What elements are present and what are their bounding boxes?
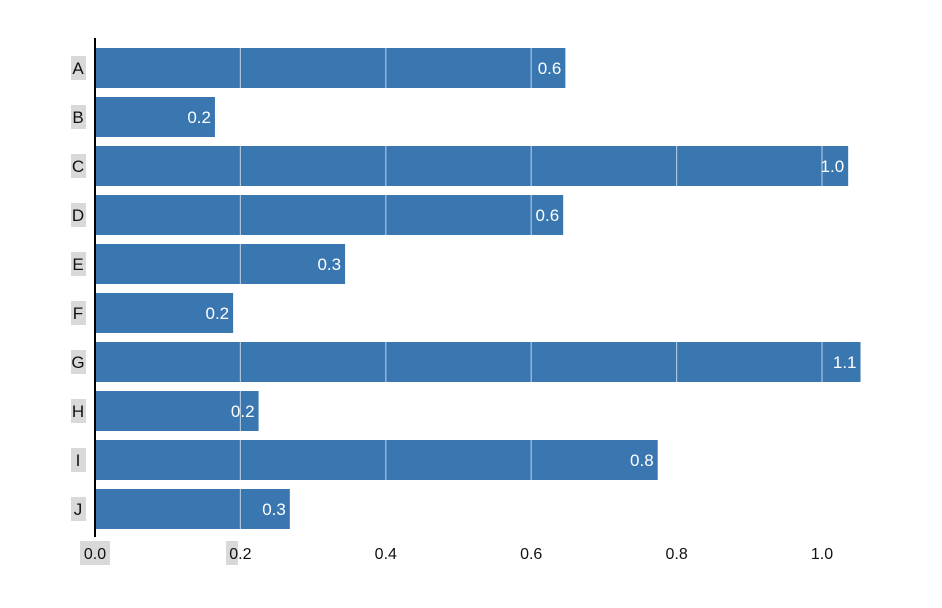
x-tick-label: 0.8	[665, 546, 687, 563]
x-tick-label: 0.0	[84, 546, 106, 563]
y-tick-label: B	[72, 108, 83, 127]
x-label-highlight	[80, 541, 110, 565]
y-tick-label: A	[72, 59, 84, 78]
y-axis-category-labels: A B C D E F G H I J	[71, 56, 86, 521]
bar-f	[95, 293, 234, 333]
x-tick-label: 0.2	[229, 546, 251, 563]
bar-value-label: 0.3	[317, 255, 341, 274]
y-label-highlight	[71, 252, 86, 276]
y-tick-label: I	[76, 451, 81, 470]
gridline-group	[239, 48, 823, 529]
y-label-highlight	[71, 497, 86, 521]
bar-value-label: 0.2	[205, 304, 229, 323]
x-tick-label: 1.0	[811, 546, 833, 563]
bar-h	[95, 391, 259, 431]
y-tick-label: D	[72, 206, 84, 225]
bars	[95, 48, 861, 529]
y-label-highlight	[71, 56, 86, 80]
x-tick-label: 0.4	[375, 546, 397, 563]
bar-d	[95, 195, 564, 235]
y-tick-label: E	[72, 255, 83, 274]
bar-a	[95, 48, 566, 88]
bar-value-label: 0.2	[231, 402, 255, 421]
y-label-highlight	[71, 301, 86, 325]
x-axis-tick-labels: 0.0 0.2 0.4 0.6 0.8 1.0	[80, 541, 833, 565]
bar-e	[95, 244, 346, 284]
bar-value-labels: 0.6 0.2 1.0 0.6 0.3 0.2 1.1 0.2 0.8 0.3	[187, 59, 856, 519]
bar-j	[95, 489, 290, 529]
y-label-highlight	[71, 448, 86, 472]
bar-value-label: 0.2	[187, 108, 211, 127]
y-tick-label: F	[73, 304, 83, 323]
y-label-highlight	[71, 203, 86, 227]
y-tick-label: H	[72, 402, 84, 421]
bar-b	[95, 97, 215, 137]
bar-c	[95, 146, 849, 186]
x-label-highlight	[226, 541, 238, 565]
bar-g	[95, 342, 861, 382]
x-tick-label: 0.6	[520, 546, 542, 563]
bar-value-label: 0.8	[630, 451, 654, 470]
bar-value-label: 1.1	[833, 353, 857, 372]
bar-value-label: 0.6	[536, 206, 560, 225]
bar-i	[95, 440, 658, 480]
y-label-highlight	[71, 350, 86, 374]
bar-value-label: 0.6	[538, 59, 562, 78]
y-label-highlight	[71, 154, 86, 178]
y-label-highlight	[71, 105, 86, 129]
y-tick-label: C	[72, 157, 84, 176]
bar-value-label: 1.0	[821, 157, 845, 176]
y-label-highlight	[71, 399, 86, 423]
bar-value-label: 0.3	[262, 500, 286, 519]
y-tick-label: J	[74, 500, 83, 519]
y-tick-label: G	[71, 353, 84, 372]
